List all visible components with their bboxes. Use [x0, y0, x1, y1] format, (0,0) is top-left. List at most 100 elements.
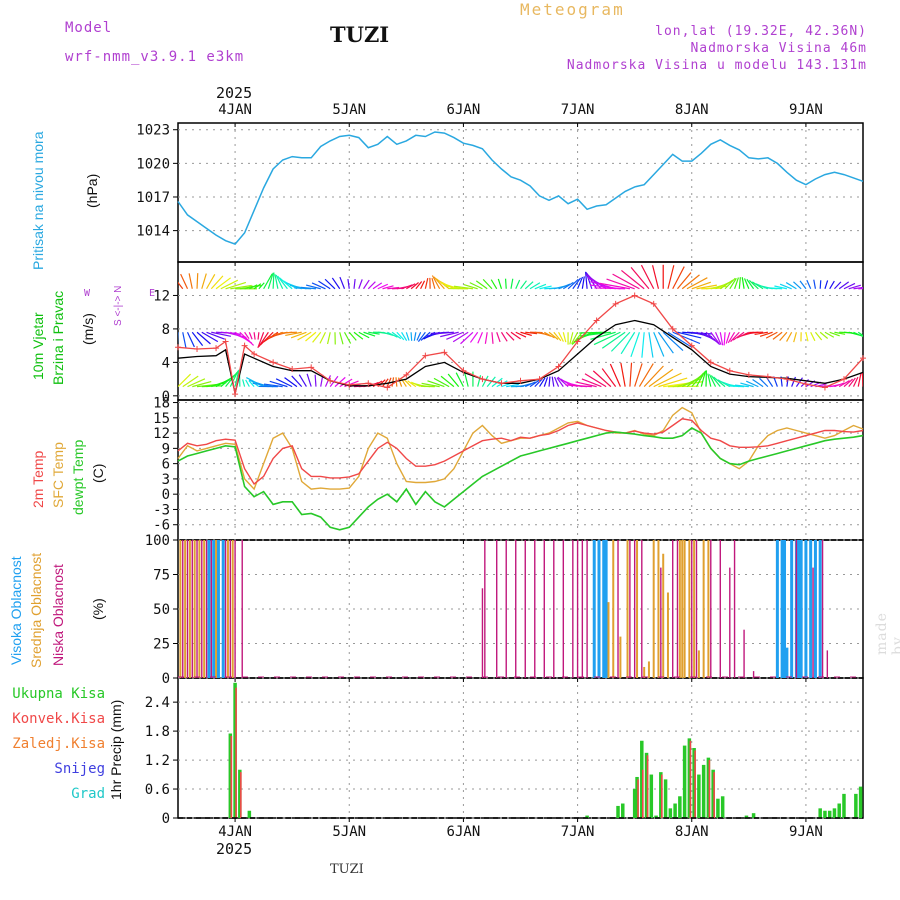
wind-vector [779, 331, 788, 342]
day-label-bottom: 7JAN [561, 824, 595, 840]
wind-vector [382, 285, 394, 290]
day-label-bottom: 4JAN [218, 824, 252, 840]
wind-vector [242, 379, 246, 387]
wind-vector [424, 277, 429, 289]
wind-vector [245, 379, 250, 387]
precip-total-bar [827, 810, 832, 818]
station-title: TUZI [330, 22, 390, 47]
temp-tick-label: 0 [162, 487, 170, 503]
wind-speed-marker [612, 300, 619, 307]
wind-speed-marker [631, 292, 638, 299]
wind-speed-marker [251, 351, 258, 357]
wind-vector [178, 373, 192, 388]
wind-vector [751, 281, 764, 290]
wind-speed-marker [707, 359, 714, 366]
wind-vector [653, 372, 682, 388]
wind-vector [525, 381, 536, 388]
precip-total-bar [744, 815, 749, 818]
wind-speed-marker [213, 345, 220, 352]
wind-vector [339, 378, 353, 388]
wind-vector [572, 277, 582, 290]
wind-vector [853, 331, 863, 338]
wind-vector [640, 264, 655, 290]
wind-speed-marker [574, 338, 581, 345]
wind-vector [497, 278, 503, 289]
wind-vector [192, 380, 212, 388]
wind-vector [234, 369, 240, 387]
wind-vector [460, 331, 474, 345]
wind-vector [723, 332, 726, 346]
wind-speed-marker [479, 376, 486, 383]
wind-vector [785, 282, 797, 290]
wind-vector [621, 269, 645, 290]
wind-vector [657, 331, 674, 354]
precip-total-bar [644, 752, 649, 818]
precip-tick-label: 0 [162, 811, 170, 827]
precip-total-bar [247, 810, 252, 818]
wind-vector [284, 377, 298, 388]
wind-speed-marker [241, 342, 248, 349]
wind-speed-marker [802, 381, 809, 388]
wind-vector [710, 331, 720, 345]
wind-vector [740, 382, 754, 388]
wind-vector [427, 380, 445, 388]
wind-vector [446, 331, 464, 340]
wind-speed-marker [403, 371, 410, 378]
precip-total-bar [640, 740, 644, 818]
wind-vector [862, 288, 863, 289]
wind-vector [324, 278, 336, 290]
wind-vector [710, 375, 721, 387]
precip-total-bar [632, 789, 637, 818]
panel-frame-4 [177, 677, 864, 819]
legend-snow: Snijeg [54, 761, 105, 777]
wind-vector [515, 331, 527, 338]
wind-vector [326, 332, 331, 345]
temp-tick-label: 3 [162, 472, 170, 488]
wind-vector [477, 332, 483, 344]
wind-vector [291, 375, 303, 388]
wind-speed-marker [840, 376, 847, 383]
wind-vector [569, 332, 574, 345]
wind-speed-marker [232, 391, 239, 398]
wind-vector [263, 273, 273, 290]
wind-speed-marker [327, 377, 334, 384]
wind-vector [610, 331, 631, 352]
day-label-top: 5JAN [332, 102, 366, 118]
wind-vector [539, 285, 552, 290]
wind-vector [318, 280, 331, 290]
wind-vector [732, 331, 745, 341]
wind-speed-marker [460, 367, 467, 374]
precip-convective-bar [230, 735, 233, 818]
wind-speed-marker [764, 373, 771, 380]
wind-vector [534, 283, 547, 290]
wind-vector [813, 279, 817, 289]
wind-speed-marker [365, 380, 372, 387]
wind-vector [713, 376, 726, 388]
wind-vector [477, 375, 482, 387]
wind-vector [210, 275, 224, 290]
wind-vector [396, 331, 405, 341]
wind-speed-marker [726, 367, 733, 374]
wind-vector [475, 280, 488, 290]
wind-vector [377, 283, 389, 290]
wind-vector [415, 281, 423, 290]
wind-vector [305, 331, 317, 342]
wind-vector [765, 331, 778, 339]
precip-total-bar [668, 808, 673, 818]
wind-vector [667, 331, 693, 348]
wind-vector [601, 331, 626, 349]
wind-vector [510, 331, 521, 340]
wind-vector [319, 331, 327, 344]
wind-vector [496, 332, 501, 343]
wind-vector [347, 278, 350, 289]
wind-vector [629, 362, 633, 387]
wind-vector [814, 331, 823, 341]
wind-vector [506, 383, 519, 388]
wind-vector [182, 375, 199, 388]
wind-speed-marker [194, 345, 201, 352]
wind-vector [410, 332, 413, 341]
wind-vector [543, 376, 549, 387]
wind-vector [431, 277, 436, 289]
wind-vector [620, 362, 626, 387]
precip-total-bar [716, 798, 720, 818]
